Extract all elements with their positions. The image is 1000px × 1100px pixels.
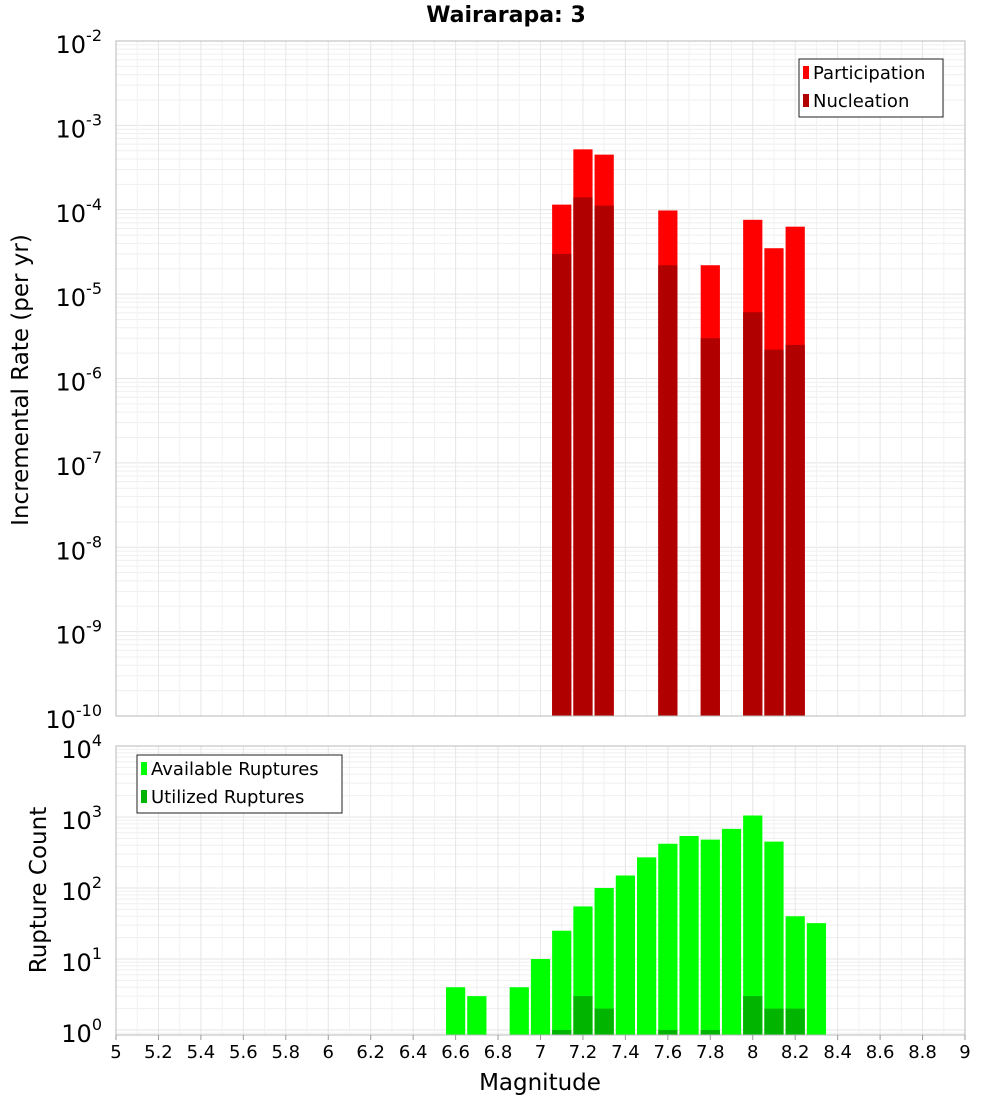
count-bar-primary [679, 835, 699, 1035]
rate-grid [115, 41, 966, 717]
count-legend-swatch [141, 790, 147, 803]
count-y-tick-label: 103 [61, 802, 102, 835]
count-y-tick-label: 100 [61, 1015, 102, 1048]
count-bar-primary [509, 987, 529, 1035]
rate-bar-overlay [573, 197, 593, 717]
x-tick-label: 7.8 [696, 1042, 725, 1063]
rate-y-tick-label: 10-4 [56, 195, 103, 228]
count-bar-primary [594, 887, 614, 1035]
rate-legend-label: Nucleation [813, 91, 909, 112]
count-legend: Available Ruptures Utilized Ruptures [136, 754, 343, 814]
x-tick-label: 6.4 [399, 1042, 428, 1063]
count-bar-primary [637, 857, 657, 1035]
x-tick-label: 7.6 [654, 1042, 683, 1063]
count-bar-primary [764, 841, 784, 1035]
x-tick-label: 7.4 [611, 1042, 640, 1063]
x-tick-label: 8.8 [908, 1042, 937, 1063]
count-bar-primary [806, 923, 827, 1035]
x-tick-label: 8 [747, 1042, 758, 1063]
count-y-tick-label: 104 [61, 731, 102, 764]
x-tick-label: 6.2 [356, 1042, 385, 1063]
count-bar-overlay [552, 1029, 572, 1035]
rate-series-1 [552, 197, 805, 717]
count-series-0 [445, 815, 827, 1035]
count-x-ticks: 5 5.2 5.4 5.6 5.8 6 6.2 6.4 6.6 6.8 7 7.2 7.4 7.6 7.8 8… [110, 1035, 971, 1063]
x-tick-label: 8.4 [823, 1042, 852, 1063]
chart-title: Wairarapa: 3 [426, 3, 586, 28]
rate-panel: 10-10 10-9 10-8 10-7 10-6 10-5 10-4 10-3 10-2 Par… [45, 26, 966, 734]
rupture-count-panel: 100 101 102 103 104 5 5.2 5.4 5.6 5.8 6 6.2 6.4 6.6 6.… [61, 731, 970, 1063]
rate-bar-overlay [594, 205, 614, 716]
x-tick-label: 8.2 [781, 1042, 810, 1063]
rate-bar-overlay [552, 253, 572, 716]
count-bar-primary [445, 987, 466, 1035]
rate-plot-frame [115, 40, 966, 717]
x-tick-label: 5.4 [187, 1042, 216, 1063]
rate-bar-overlay [700, 338, 720, 716]
x-tick-label: 5 [110, 1042, 121, 1063]
count-y-ticks: 100 101 102 103 104 [61, 731, 102, 1048]
rate-y-ticks: 10-10 10-9 10-8 10-7 10-6 10-5 10-4 10-3 10-2 [45, 26, 102, 734]
rate-y-tick-label: 10-3 [56, 110, 103, 143]
x-tick-label: 6.6 [441, 1042, 470, 1063]
count-bar-overlay [764, 1008, 784, 1035]
count-legend-box [136, 754, 343, 814]
count-legend-swatch [141, 762, 147, 775]
rate-bar-overlay [764, 349, 784, 716]
count-bar-primary [700, 839, 720, 1035]
x-tick-label: 6.8 [484, 1042, 513, 1063]
x-tick-label: 6 [323, 1042, 334, 1063]
count-bar-primary [658, 843, 678, 1035]
rate-bar-overlay [743, 312, 763, 716]
count-bar-primary [467, 996, 487, 1035]
count-legend-label: Utilized Ruptures [151, 787, 304, 808]
magnitude-x-axis-label: Magnitude [479, 1070, 601, 1096]
rate-y-tick-label: 10-8 [56, 532, 103, 565]
x-tick-label: 5.2 [144, 1042, 173, 1063]
count-bar-primary [721, 828, 742, 1035]
count-bar-overlay [594, 1008, 614, 1035]
count-bar-primary [615, 875, 636, 1035]
rate-bar-overlay [658, 265, 678, 716]
x-tick-label: 7 [535, 1042, 546, 1063]
rate-legend-label: Participation [813, 63, 925, 84]
count-bar-primary [785, 916, 805, 1035]
rate-y-tick-label: 10-2 [56, 26, 103, 59]
count-bar-overlay [743, 996, 763, 1035]
rate-legend-box [798, 58, 944, 118]
x-tick-label: 5.6 [229, 1042, 258, 1063]
count-bar-overlay [700, 1029, 720, 1035]
count-legend-label: Available Ruptures [151, 759, 319, 780]
rate-y-tick-label: 10-5 [56, 279, 103, 312]
count-bar-overlay [658, 1029, 678, 1035]
x-tick-label: 8.6 [866, 1042, 895, 1063]
count-bar-primary [530, 958, 551, 1035]
rate-y-tick-label: 10-6 [56, 364, 103, 397]
count-bar-primary [552, 930, 572, 1035]
rate-y-tick-label: 10-7 [56, 448, 103, 481]
count-bar-overlay [573, 996, 593, 1035]
rate-legend: Participation Nucleation [798, 58, 944, 118]
count-series-1 [552, 996, 805, 1035]
rate-legend-swatch [803, 94, 809, 107]
rate-bar-overlay [785, 344, 805, 716]
x-tick-label: 9 [959, 1042, 970, 1063]
rupture-count-y-axis-label: Rupture Count [26, 807, 52, 973]
rate-y-tick-label: 10-9 [56, 617, 103, 650]
count-y-tick-label: 101 [61, 944, 102, 977]
rate-y-axis-label: Incremental Rate (per yr) [8, 234, 34, 526]
rate-legend-swatch [803, 66, 809, 79]
count-bar-primary [743, 815, 763, 1035]
x-tick-label: 5.8 [271, 1042, 300, 1063]
count-y-tick-label: 102 [61, 873, 102, 906]
rate-y-tick-label: 10-10 [45, 701, 102, 734]
x-tick-label: 7.2 [569, 1042, 598, 1063]
count-bar-overlay [785, 1008, 805, 1035]
